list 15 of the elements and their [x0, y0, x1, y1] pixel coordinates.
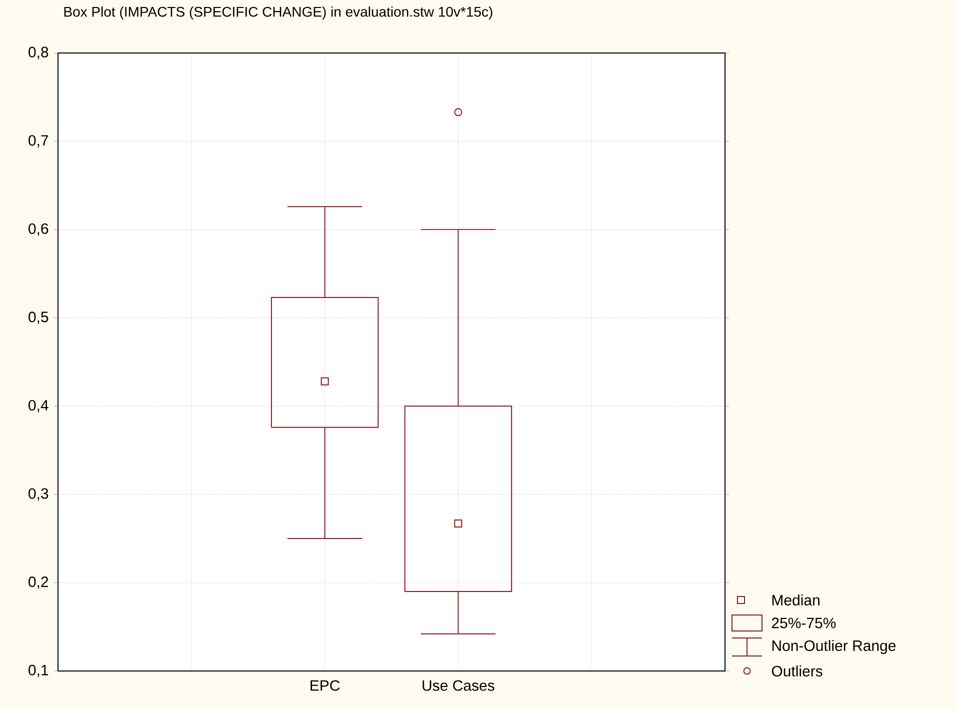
y-tick-label: 0,6: [28, 223, 48, 236]
text: Outliers: [772, 665, 822, 676]
text: Median: [772, 594, 820, 606]
y-tick-label: 0,4: [28, 400, 48, 412]
y-tick-label: 0,3: [28, 488, 48, 501]
y-tick-label: 0,7: [28, 135, 48, 148]
x-tick-label: Use Cases: [422, 680, 494, 691]
y-tick-label: 0,1: [28, 664, 48, 678]
y-tick-label: 0,8: [28, 46, 48, 60]
x-tick-label: EPC: [310, 680, 340, 691]
text: Non-Outlier Range: [772, 640, 896, 654]
y-tick-label: 0,2: [28, 576, 48, 589]
text: 25%-75%: [772, 618, 836, 628]
chart-title: Box Plot (IMPACTS (SPECIFIC CHANGE) in evaluation.stw 10v*15c): [64, 6, 492, 20]
y-tick-label: 0,5: [28, 312, 48, 324]
